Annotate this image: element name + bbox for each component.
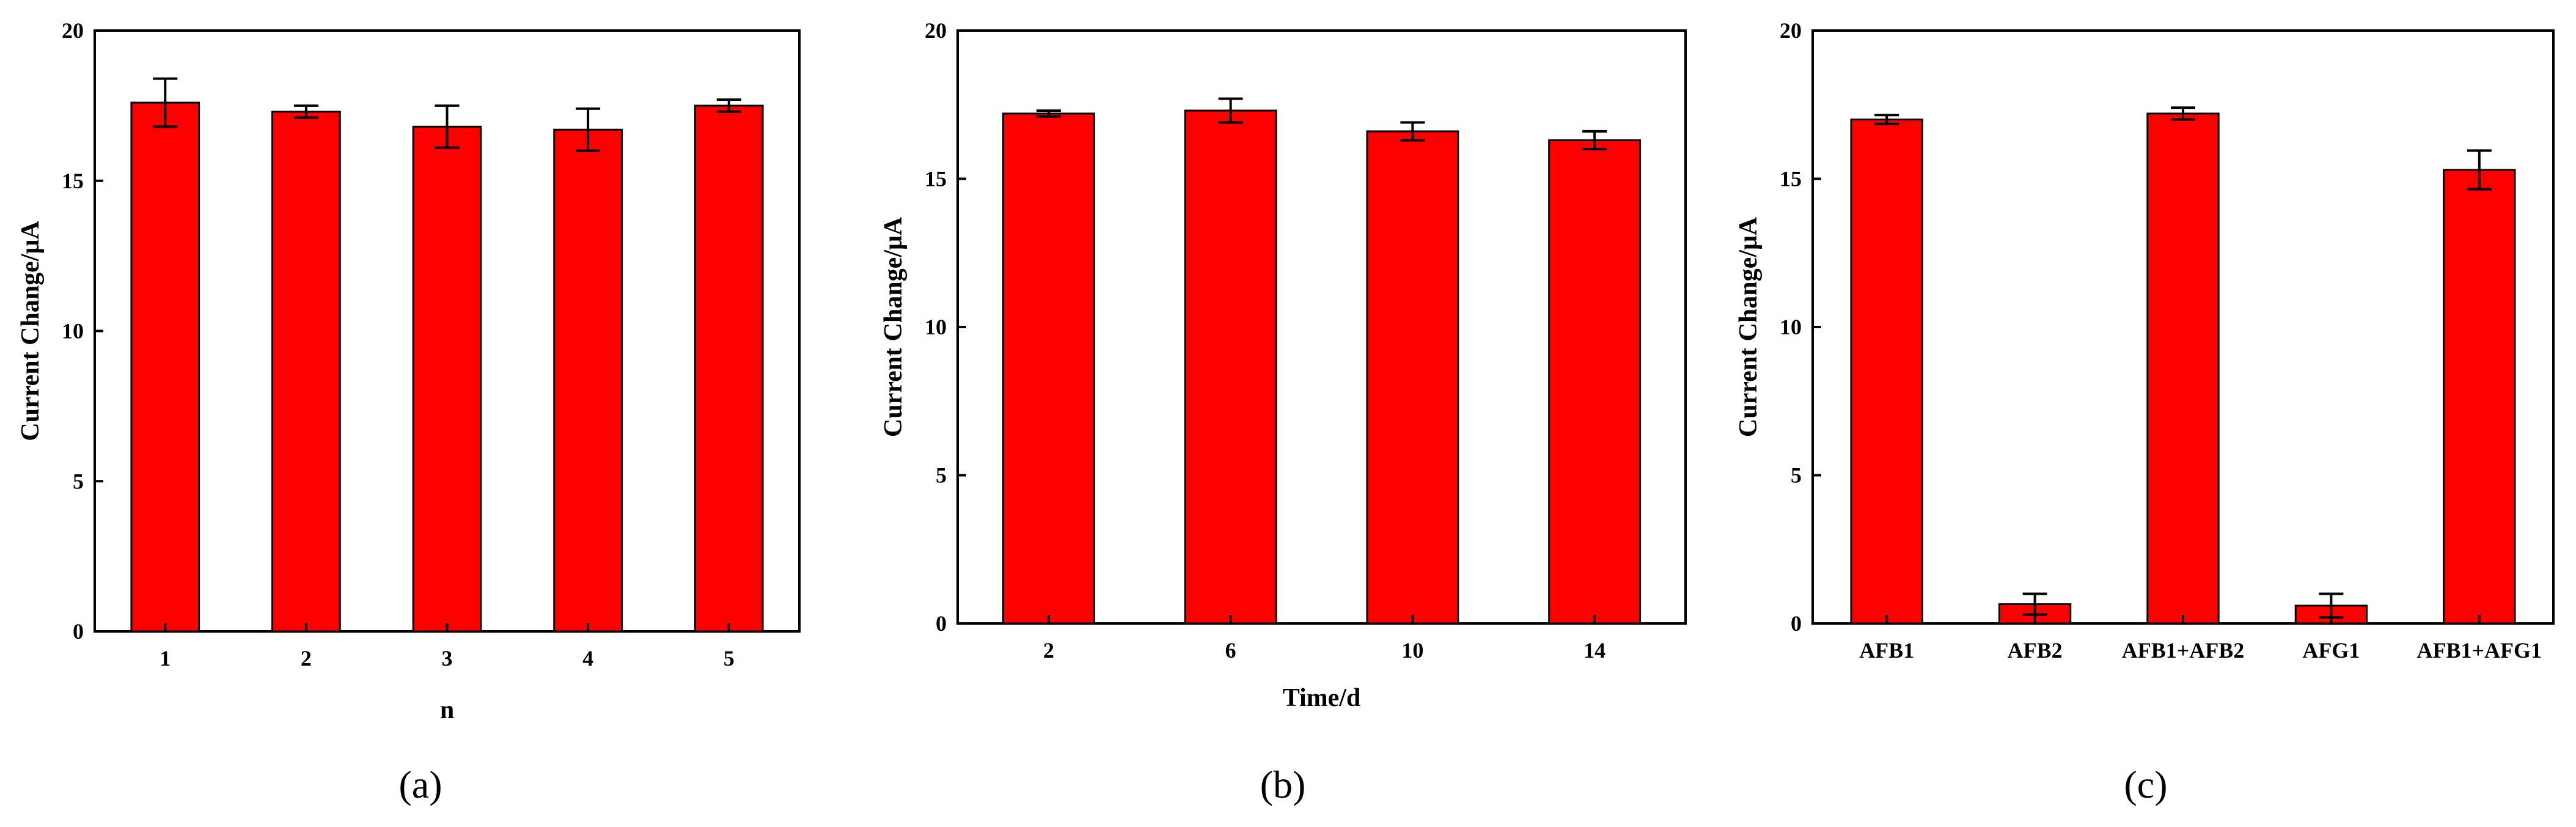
x-tick-label: AFB2 bbox=[2008, 638, 2063, 663]
error-bar-10 bbox=[1400, 121, 1425, 142]
x-tick-label: AFG1 bbox=[2302, 638, 2360, 663]
x-axis-title: n bbox=[440, 696, 454, 724]
error-bar-2 bbox=[293, 104, 318, 119]
x-tick-label: 6 bbox=[1225, 638, 1236, 663]
error-bar-6 bbox=[1218, 97, 1243, 124]
error-bar-AFB1 bbox=[1874, 114, 1899, 125]
y-tick-label: 15 bbox=[1780, 167, 1802, 191]
x-axis-title: Time/d bbox=[1283, 684, 1361, 712]
bar-10 bbox=[1366, 130, 1459, 625]
x-tick-label: 4 bbox=[582, 646, 593, 671]
y-axis-title: Current Change/μA bbox=[17, 221, 45, 441]
x-tick-label: 3 bbox=[442, 646, 453, 671]
bar-2 bbox=[271, 111, 341, 633]
y-tick-label: 0 bbox=[936, 611, 947, 636]
x-tick-label: 10 bbox=[1401, 638, 1423, 663]
panel-caption: (c) bbox=[2124, 763, 2167, 806]
error-bar-5 bbox=[716, 98, 741, 113]
bar-1 bbox=[130, 101, 200, 633]
x-tick-label: AFB1+AFB2 bbox=[2122, 638, 2245, 663]
chart-panel-0: 0 5 10 15 20 1 2 3 4 5 Current Change/μA n (a) bbox=[17, 18, 801, 806]
y-tick-label: 10 bbox=[925, 315, 947, 339]
y-tick-label: 0 bbox=[73, 619, 84, 644]
y-tick-label: 5 bbox=[936, 463, 947, 488]
error-bar-2 bbox=[1036, 109, 1061, 118]
bar-14 bbox=[1548, 139, 1642, 625]
y-tick-label: 15 bbox=[925, 167, 947, 191]
chart-panel-1: 0 5 10 15 20 2 6 10 14 Current Change/μA Time/d (b) bbox=[879, 18, 1687, 806]
bar-AFB1+AFG1 bbox=[2443, 169, 2516, 625]
x-tick-label: 2 bbox=[1043, 638, 1054, 663]
y-tick-label: 20 bbox=[62, 18, 84, 43]
bar-6 bbox=[1184, 109, 1277, 625]
error-bar-4 bbox=[576, 107, 601, 152]
x-tick-label: AFB1+AFG1 bbox=[2417, 638, 2542, 663]
bar-AFB1+AFB2 bbox=[2146, 112, 2220, 625]
error-bar-AFB1+AFG1 bbox=[2467, 149, 2492, 191]
x-tick-label: 5 bbox=[724, 646, 735, 671]
bar-4 bbox=[553, 128, 623, 633]
chart-panel-2: 0 5 10 15 20 AFB1 AFB2 AFB1+AFB2 AFG1 AFB1+AFG1 Cu… bbox=[1734, 18, 2555, 806]
y-tick-label: 5 bbox=[73, 469, 84, 493]
y-tick-label: 10 bbox=[62, 319, 84, 344]
y-tick-label: 5 bbox=[1791, 463, 1802, 488]
bar-2 bbox=[1002, 112, 1095, 625]
y-tick-label: 10 bbox=[1780, 315, 1802, 339]
x-tick-label: 2 bbox=[301, 646, 312, 671]
bar-3 bbox=[412, 125, 482, 633]
y-tick-label: 0 bbox=[1791, 611, 1802, 636]
panel-caption: (b) bbox=[1260, 763, 1306, 806]
bar-5 bbox=[694, 105, 764, 633]
x-tick-label: 14 bbox=[1583, 638, 1605, 663]
error-bar-1 bbox=[153, 77, 178, 128]
y-axis-title: Current Change/μA bbox=[879, 216, 908, 437]
panel-caption: (a) bbox=[398, 763, 442, 806]
error-bar-AFB2 bbox=[2022, 592, 2047, 616]
error-bar-14 bbox=[1582, 130, 1607, 150]
bar-AFB1 bbox=[1850, 119, 1923, 625]
y-axis-title: Current Change/μA bbox=[1734, 216, 1763, 437]
error-bar-AFB1+AFB2 bbox=[2171, 106, 2195, 121]
x-tick-label: AFB1 bbox=[1859, 638, 1914, 663]
error-bar-3 bbox=[435, 104, 460, 149]
y-tick-label: 20 bbox=[925, 18, 947, 43]
y-tick-label: 15 bbox=[62, 169, 84, 193]
x-tick-label: 1 bbox=[160, 646, 171, 671]
y-tick-label: 20 bbox=[1780, 18, 1802, 43]
